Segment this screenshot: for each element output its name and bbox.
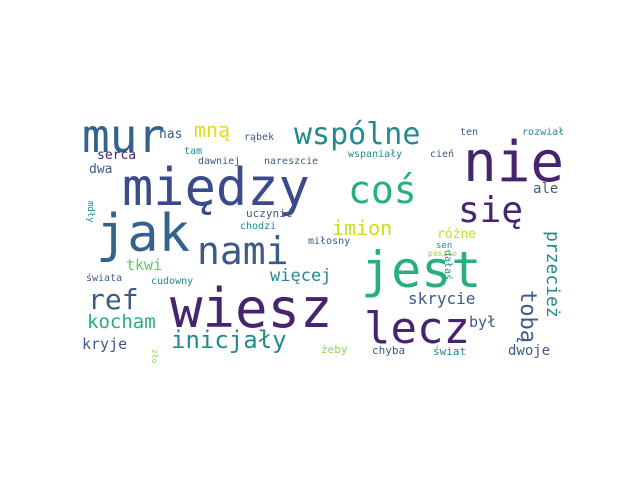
word-toba: tobą <box>515 290 540 343</box>
word-poszlo: poszło <box>428 249 457 258</box>
word-dawniej: dawniej <box>198 156 241 167</box>
word-nas: nas <box>159 127 183 142</box>
word-cloud: nie między jak jest wiesz mur nami coś lecz się ws… <box>80 105 576 375</box>
word-rabek: rąbek <box>244 132 275 143</box>
word-cos: coś <box>348 168 417 212</box>
word-mur: mur <box>82 109 166 163</box>
word-dalas: dałaś <box>442 250 453 281</box>
word-skrycie: skrycie <box>408 289 476 308</box>
word-chodzi: chodzi <box>240 221 277 232</box>
word-nami: nami <box>197 229 289 273</box>
word-przeciez: przecież <box>542 231 563 318</box>
word-byl: był <box>469 313 497 331</box>
word-chyba: chyba <box>372 344 406 357</box>
word-wiecej: więcej <box>270 266 332 286</box>
word-sie: się <box>458 190 524 231</box>
word-jak: jak <box>96 204 190 264</box>
word-ref: ref <box>88 283 139 316</box>
word-inicjaly: inicjały <box>171 326 287 354</box>
word-nareszcie: nareszcie <box>264 156 319 167</box>
word-mdly: mdły <box>85 201 95 223</box>
word-rozwial: rozwiał <box>522 127 565 138</box>
word-wspolne: wspólne <box>294 117 421 152</box>
word-ale: ale <box>533 181 559 197</box>
word-zlo: zło <box>150 349 159 364</box>
word-cien: cień <box>430 149 455 160</box>
word-lecz: lecz <box>364 303 470 354</box>
word-zeby: żeby <box>321 343 348 356</box>
word-kryje: kryje <box>82 335 128 353</box>
word-swiata: świata <box>86 273 123 284</box>
word-milosny: miłosny <box>308 236 351 247</box>
word-swiat: świat <box>433 345 467 358</box>
word-nie: nie <box>463 130 565 195</box>
word-wiesz: wiesz <box>170 277 333 340</box>
word-cudowny: cudowny <box>151 276 194 287</box>
word-tam: tam <box>184 146 203 157</box>
word-miedzy: między <box>122 158 310 218</box>
word-serca: serca <box>97 148 137 163</box>
word-mna: mną <box>194 118 231 142</box>
word-sen: sen <box>436 241 453 251</box>
word-uczynic: uczynić <box>246 207 293 220</box>
word-rozne: różne <box>437 227 477 242</box>
word-jest: jest <box>361 241 482 299</box>
word-kocham: kocham <box>87 311 156 333</box>
word-tkwi: tkwi <box>126 256 163 274</box>
word-wspanialy: wspaniały <box>348 149 403 160</box>
word-dwoje: dwoje <box>508 343 551 359</box>
word-imion: imion <box>332 216 393 240</box>
word-dwa: dwa <box>89 162 113 177</box>
word-ten: ten <box>460 127 479 138</box>
